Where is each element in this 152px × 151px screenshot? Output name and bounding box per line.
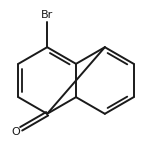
Text: Br: Br — [41, 10, 53, 20]
Text: O: O — [12, 127, 20, 137]
